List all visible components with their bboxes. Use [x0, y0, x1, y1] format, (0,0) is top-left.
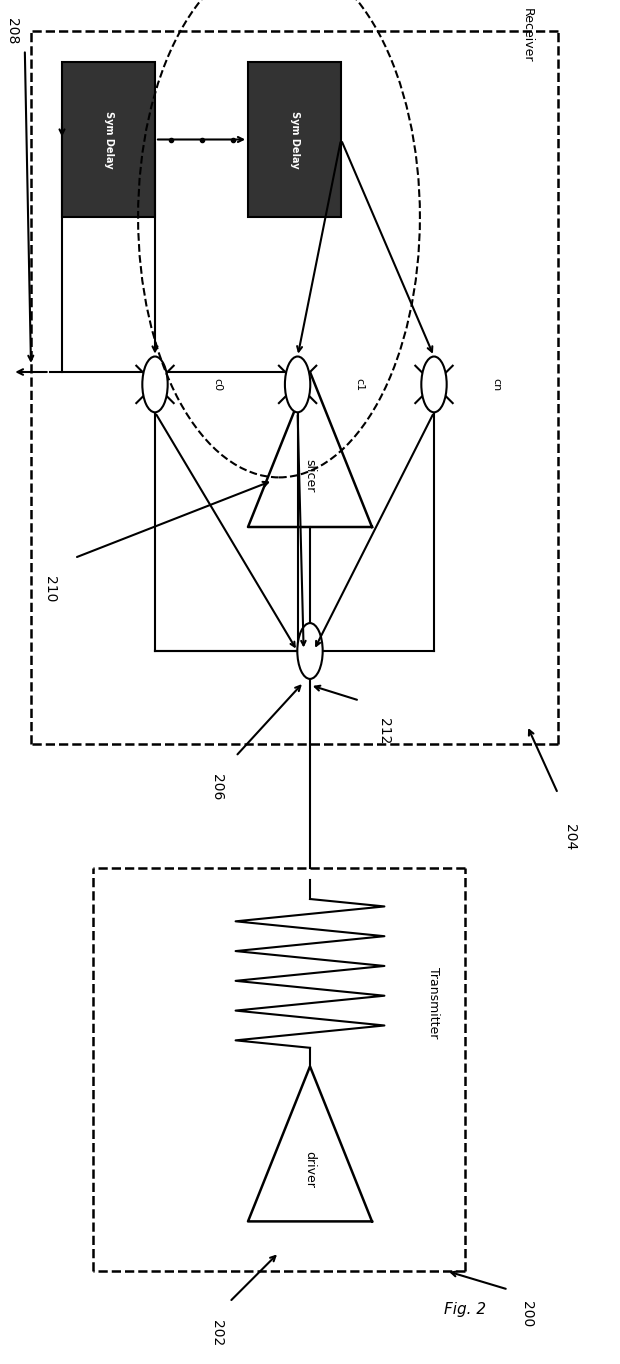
Ellipse shape — [285, 356, 310, 412]
Text: 212: 212 — [378, 719, 391, 745]
Text: Sym Delay: Sym Delay — [290, 110, 299, 168]
Text: driver: driver — [304, 1151, 316, 1188]
Text: 200: 200 — [520, 1301, 534, 1327]
Text: 202: 202 — [210, 1320, 224, 1346]
Ellipse shape — [298, 623, 322, 679]
Text: Receiver: Receiver — [521, 7, 533, 61]
Text: 206: 206 — [210, 775, 224, 801]
Ellipse shape — [422, 356, 446, 412]
Text: Fig. 2: Fig. 2 — [444, 1303, 486, 1316]
Text: 208: 208 — [6, 18, 19, 44]
Text: Transmitter: Transmitter — [428, 967, 440, 1038]
Text: Sym Delay: Sym Delay — [104, 110, 113, 168]
Ellipse shape — [143, 356, 167, 412]
Text: slicer: slicer — [304, 458, 316, 492]
Text: 204: 204 — [564, 824, 577, 850]
Text: cn: cn — [491, 378, 501, 391]
Text: c1: c1 — [355, 378, 365, 391]
Text: c0: c0 — [212, 378, 222, 391]
Bar — [248, 61, 341, 217]
Bar — [62, 61, 155, 217]
Text: 210: 210 — [43, 576, 56, 602]
